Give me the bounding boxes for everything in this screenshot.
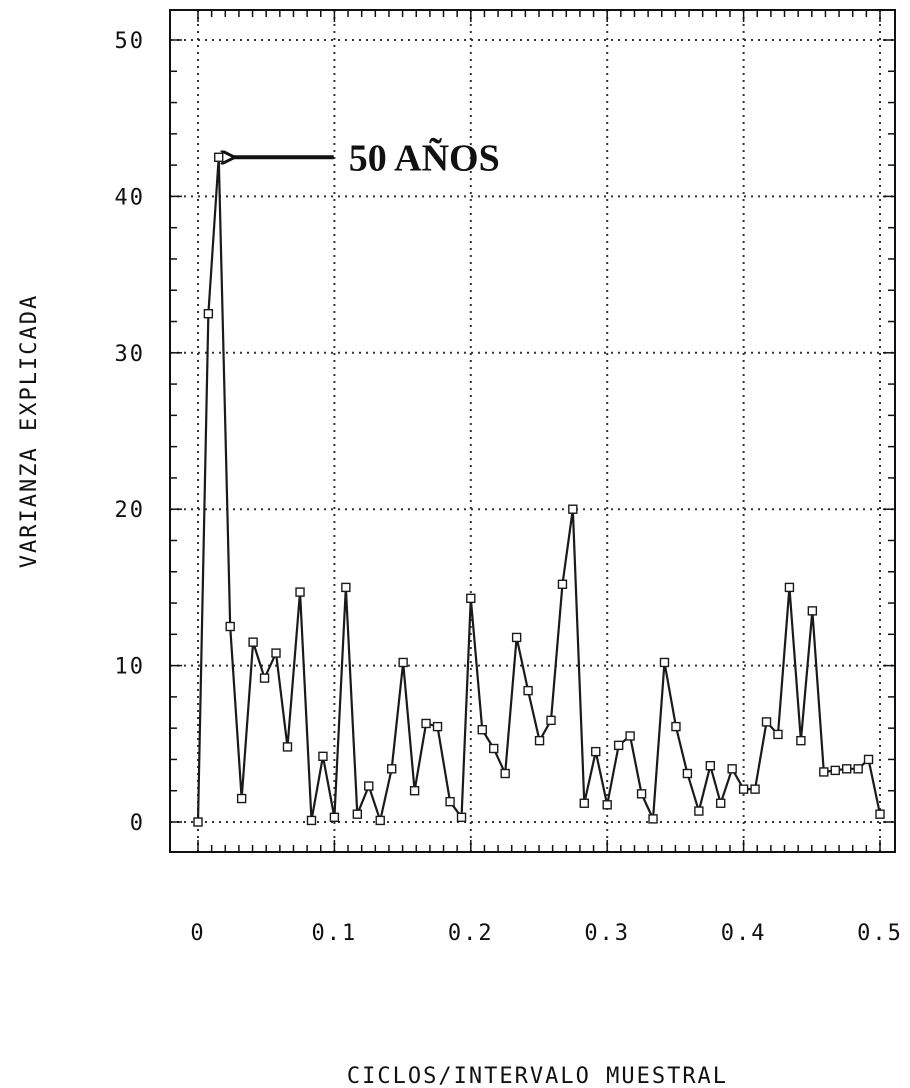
data-point [602,800,612,810]
data-point [738,784,749,794]
data-point [248,637,258,647]
x-tick-label: 0.2 [448,921,494,946]
data-point [727,764,737,774]
data-point [271,648,281,658]
data-point [807,606,818,616]
data-point [863,754,874,765]
data-point [715,798,726,808]
data-point [591,746,601,757]
x-tick-label: 0.5 [857,921,903,946]
data-point [511,632,522,643]
data-point [682,768,693,779]
data-point [579,798,589,808]
data-point [819,767,829,777]
data-point [318,751,328,762]
data-point [875,809,885,819]
data-point [329,812,340,823]
x-tick-label: 0.3 [584,921,630,946]
data-point [466,593,476,604]
data-point [625,731,635,741]
data-point [557,579,568,589]
data-point [613,740,624,751]
data-point [546,715,556,726]
data-point [375,815,385,826]
data-point [568,504,578,514]
y-tick-label: 10 [115,655,146,680]
y-tick-label: 20 [115,498,146,523]
data-point [705,760,716,771]
data-point [341,582,351,593]
data-point [193,817,203,827]
data-point [842,764,852,774]
x-tick-label: 0.4 [721,921,767,946]
data-point [445,796,455,807]
data-point [364,781,374,791]
plot-frame [169,9,896,853]
data-point [236,793,247,804]
series-line [196,157,882,825]
series-group [193,152,885,827]
data-point [282,742,293,752]
annotation-text: 50 AÑOS [349,137,500,179]
data-point [830,765,840,776]
data-point [203,309,214,319]
data-point [386,764,397,774]
x-tick-label: 0.1 [312,921,358,946]
data-point [523,685,533,696]
annotation: 50 AÑOS [233,137,500,179]
y-tick-label: 50 [115,29,146,54]
data-point [853,764,863,774]
data-point [352,809,363,819]
labels: CICLOS/INTERVALO MUESTRAL VARIANZA EXPLI… [17,294,728,1088]
data-point [648,814,658,824]
data-point [259,673,270,683]
y-tick-label: 40 [115,185,146,210]
data-point [500,768,510,779]
data-point [636,789,647,799]
data-point [432,721,443,732]
data-point [750,784,760,794]
data-point [306,815,317,826]
grid [170,10,895,852]
data-point [773,729,783,740]
data-point [295,587,305,597]
y-tick-label: 30 [115,342,146,367]
data-point [784,582,795,593]
data-point [456,812,467,823]
x-tick-label: 0 [190,921,205,946]
data-point [225,621,235,632]
data-point [409,786,420,796]
data-point [489,743,499,754]
data-point [477,725,487,735]
data-point [421,718,431,729]
data-point [534,735,545,746]
data-point [671,721,681,732]
y-tick-label: 0 [130,811,145,836]
axis-ticks: 0 0.1 0.2 0.3 0.4 0.5 0 10 20 30 40 50 [115,10,903,946]
data-point [214,152,224,163]
data-point [398,657,408,668]
data-point [796,735,806,746]
data-point [659,657,670,668]
data-point [761,717,772,727]
x-axis-label: CICLOS/INTERVALO MUESTRAL [347,1064,728,1088]
y-axis-label: VARIANZA EXPLICADA [17,294,42,568]
data-point [694,806,704,816]
